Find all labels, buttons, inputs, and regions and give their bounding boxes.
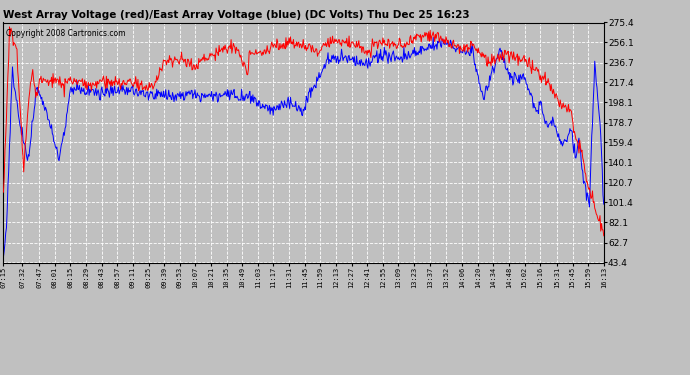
Text: West Array Voltage (red)/East Array Voltage (blue) (DC Volts) Thu Dec 25 16:23: West Array Voltage (red)/East Array Volt… — [3, 10, 470, 20]
Text: Copyright 2008 Cartronics.com: Copyright 2008 Cartronics.com — [6, 28, 126, 38]
